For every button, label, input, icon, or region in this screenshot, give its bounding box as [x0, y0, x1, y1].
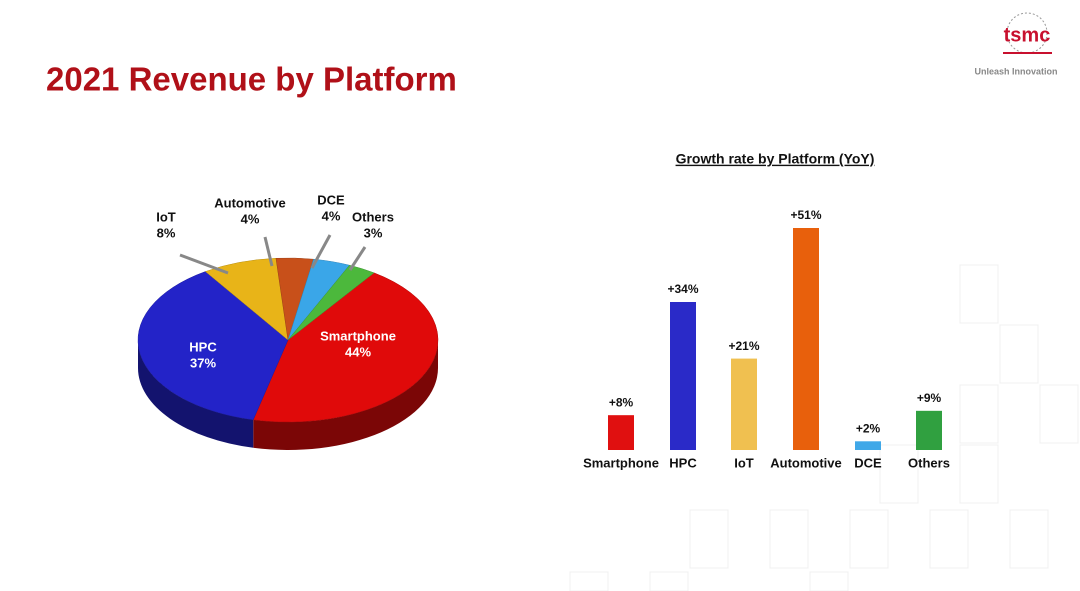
pie-slice — [137, 271, 289, 421]
bar-value-label: +9% — [917, 391, 942, 405]
bar — [731, 358, 757, 450]
pie-value-label: 4% — [322, 208, 341, 223]
leader-line — [179, 253, 229, 275]
bar — [855, 441, 881, 450]
slide-title: 2021 Revenue by Platform — [46, 61, 457, 98]
bar-value-label: +34% — [667, 282, 698, 296]
bar — [670, 302, 696, 450]
bar — [916, 410, 942, 450]
bar-value-label: +8% — [609, 395, 634, 409]
leader-line — [348, 246, 367, 271]
pie-slice — [252, 272, 439, 423]
pie-value-label: 44% — [345, 344, 371, 359]
pie-side — [253, 340, 438, 450]
tagline: Unleash Innovation — [974, 66, 1057, 76]
x-tick-label: HPC — [669, 455, 697, 470]
bar — [608, 415, 634, 450]
x-tick-label: Others — [908, 455, 950, 470]
pie-value-label: 8% — [157, 225, 176, 240]
leader-line — [263, 236, 274, 267]
x-tick-label: Smartphone — [583, 455, 659, 470]
x-tick-label: DCE — [854, 455, 882, 470]
pie-side — [138, 340, 254, 448]
logo-globe — [1006, 12, 1048, 54]
x-tick-label: Automotive — [770, 455, 842, 470]
pie-label: DCE — [317, 192, 345, 207]
bar-title: Growth rate by Platform (YoY) — [676, 151, 875, 167]
bar — [793, 228, 819, 450]
pie-label: Others — [352, 209, 394, 224]
x-tick-label: IoT — [734, 455, 754, 470]
leader-line — [310, 234, 332, 269]
bar-value-label: +51% — [790, 208, 821, 222]
logo: tsmc — [1004, 24, 1051, 46]
pie-label: Automotive — [214, 195, 286, 210]
background-grid — [569, 264, 1079, 591]
pie-value-label: 4% — [241, 211, 260, 226]
pie-slice — [287, 264, 375, 341]
pie-label: IoT — [156, 209, 176, 224]
pie-label: Smartphone — [320, 328, 396, 343]
pie-value-label: 3% — [364, 225, 383, 240]
pie-value-label: 37% — [190, 355, 216, 370]
bar-value-label: +21% — [728, 339, 759, 353]
pie-label: HPC — [189, 339, 217, 354]
bar-value-label: +2% — [856, 421, 881, 435]
